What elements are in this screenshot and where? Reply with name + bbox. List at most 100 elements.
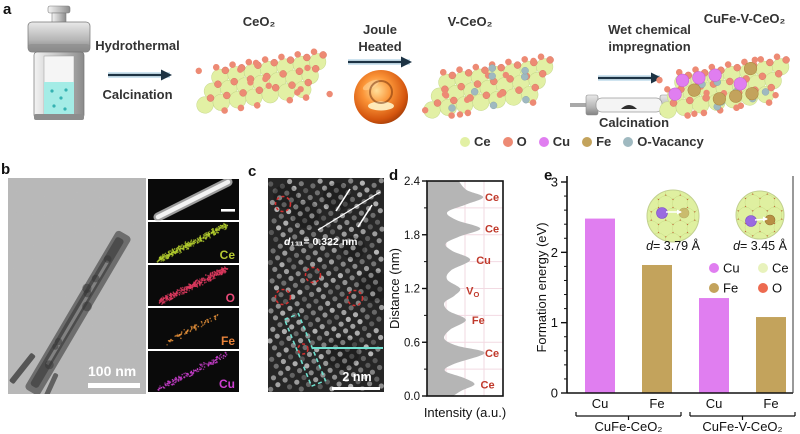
- eds-map-label: Cu: [219, 377, 235, 391]
- x-tick-label-Cu-0: Cu: [592, 396, 609, 411]
- y-tick-label: 0.0: [404, 391, 420, 403]
- legend-label: Ce: [474, 134, 491, 149]
- eds-map-haadf: [148, 179, 239, 222]
- arrow-impregnation: [598, 72, 662, 84]
- wet-chemical-label-line2: impregnation: [608, 39, 691, 54]
- peak-label-Fe: Fe: [472, 315, 485, 327]
- calcination-label-2: Calcination: [598, 115, 670, 130]
- hydrothermal-label: Hydrothermal: [95, 38, 180, 53]
- intensity-profile-area: [427, 181, 485, 396]
- fe-legend-dot-icon: [709, 283, 719, 293]
- line-scan-box: [283, 312, 327, 388]
- cu-legend-dot-icon: [709, 263, 719, 273]
- hrtem-image: [268, 178, 384, 392]
- o-legend-dot-icon: [758, 283, 768, 293]
- y-tick-label: 1.8: [404, 230, 420, 242]
- intensity-profile-chart: 0.0 0.6 1.2 1.8 2.4 Ce Ce Cu VO Fe Ce Ce Distance (n…: [388, 176, 506, 420]
- legend-label: Fe: [596, 134, 612, 149]
- tem-scale-label: 100 nm: [88, 363, 137, 379]
- group-label-1: CuFe-V-CeO₂: [702, 419, 782, 434]
- hrtem-scale-label: 2 nm: [342, 370, 372, 384]
- y-axis-title: Distance (nm): [388, 248, 402, 329]
- joule-label-line2: Heated: [358, 39, 402, 54]
- ce-dot-icon: [460, 136, 470, 147]
- eds-scale-bar: [221, 209, 235, 212]
- hrtem-scale-bar: [332, 387, 380, 390]
- legend-label-Cu: Cu: [723, 261, 740, 276]
- synthesis-scheme: [27, 5, 790, 124]
- o-vacancy-dot-icon: [623, 136, 634, 147]
- bar-Fe-1: [642, 264, 672, 393]
- peak-label-Ce: Ce: [485, 348, 499, 360]
- peak-label-VO: VO: [466, 285, 479, 299]
- group-bracket: [575, 412, 682, 420]
- panel-label-c: c: [248, 163, 257, 180]
- legend-item-Cu: Cu: [538, 134, 571, 149]
- wet-chemical-label-line1: Wet chemical: [608, 22, 691, 37]
- autoclave-icon: [27, 5, 91, 120]
- fe-dot-icon: [582, 136, 593, 147]
- x-tick-label-Cu-2: Cu: [706, 396, 723, 411]
- group-bracket: [689, 412, 796, 420]
- peak-label-Cu: Cu: [476, 255, 491, 267]
- joule-heater-icon: [354, 70, 408, 124]
- eds-map-label: Fe: [221, 334, 235, 348]
- inset-distance-label-0: d= 3.79 Å: [646, 238, 701, 253]
- formation-energy-chart: 0 1 2 3 Cu Fe Cu Fe CuFe-CeO₂ CuFe-V-CeO₂ Formatio…: [536, 175, 796, 434]
- x-tick-label-Fe-3: Fe: [763, 396, 778, 411]
- legend-label-Fe: Fe: [723, 281, 738, 296]
- dopant-marker-circle: [274, 195, 292, 213]
- legend-label: Cu: [552, 134, 571, 149]
- eds-map-Fe: Fe: [148, 308, 239, 349]
- eds-map-label: Ce: [220, 248, 236, 262]
- inset-structure-1: [736, 191, 784, 239]
- peak-label-Ce: Ce: [485, 223, 499, 235]
- legend-item-O: O: [502, 134, 527, 149]
- arrow-hydrothermal: [108, 69, 172, 81]
- bar-Cu-0: [585, 218, 615, 393]
- ce-legend-dot-icon: [758, 263, 768, 273]
- ceo2-structure: [195, 48, 333, 114]
- y-tick-label: 3: [551, 175, 558, 190]
- inset-distance-label-1: d= 3.45 Å: [733, 238, 788, 253]
- y-tick-label: 2: [551, 245, 558, 260]
- y-tick-label: 1: [551, 315, 558, 330]
- dopant-marker-circle: [304, 266, 322, 284]
- eds-map-Cu: Cu: [148, 351, 239, 392]
- ceo2-label: CeO₂: [242, 14, 276, 29]
- y-axis-title: Formation energy (eV): [536, 222, 549, 352]
- dopant-marker-circle: [346, 289, 364, 307]
- cufe-v-ceo2-structure: [656, 53, 790, 119]
- dopant-marker-circle: [297, 343, 309, 355]
- eds-map-O: O: [148, 265, 239, 306]
- x-axis-title: Intensity (a.u.): [424, 405, 506, 420]
- cufe-v-ceo2-label: CuFe-V-CeO₂: [703, 11, 786, 26]
- peak-label-Ce: Ce: [481, 379, 495, 391]
- eds-element-maps: Ce O Fe Cu: [148, 179, 239, 392]
- panel-label-d: d: [389, 167, 399, 184]
- legend-label: O: [516, 134, 527, 149]
- legend-label-Ce: Ce: [772, 261, 789, 276]
- y-tick-label: 1.2: [404, 284, 420, 296]
- dopant-marker-circle: [274, 288, 292, 306]
- tem-scale-bar: [88, 383, 140, 388]
- legend-item-Fe: Fe: [582, 134, 611, 149]
- v-ceo2-structure: [421, 53, 554, 119]
- calcination-label-1: Calcination: [102, 87, 173, 102]
- y-tick-label: 0.6: [404, 337, 420, 349]
- nanorod: [9, 230, 131, 394]
- y-tick-label: 2.4: [404, 176, 421, 188]
- v-ceo2-label: V-CeO₂: [447, 14, 493, 29]
- bar-Cu-2: [699, 298, 729, 393]
- d-spacing-value: ₁₁₁= 0.322 nm: [290, 236, 358, 248]
- cu-dot-icon: [538, 136, 549, 147]
- arrow-joule: [348, 56, 412, 68]
- panel-label-a: a: [3, 1, 12, 18]
- panel-label-e: e: [544, 167, 553, 184]
- eds-map-Ce: Ce: [148, 222, 239, 263]
- o-dot-icon: [502, 136, 513, 147]
- eds-map-label: O: [226, 291, 235, 305]
- legend-item-Ce: Ce: [460, 134, 491, 149]
- lattice-annotations: [274, 188, 383, 388]
